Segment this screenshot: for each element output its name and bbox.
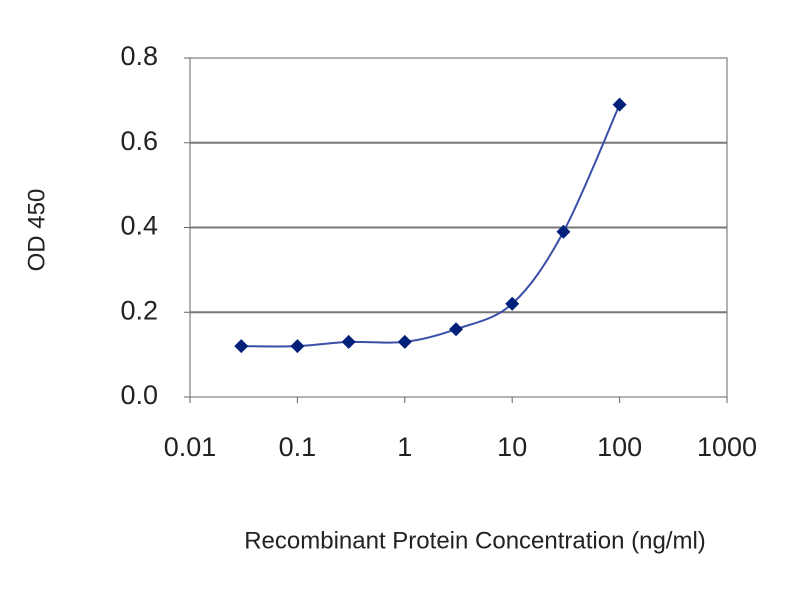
y-tick-label: 0.6: [120, 126, 158, 156]
data-point: [341, 334, 356, 349]
y-tick-label: 0.0: [120, 380, 158, 410]
y-tick-label: 0.8: [120, 41, 158, 71]
data-point: [612, 97, 627, 112]
x-tick-label: 100: [597, 432, 642, 462]
data-point: [290, 339, 305, 354]
y-tick-label: 0.4: [120, 211, 158, 241]
y-axis-title: OD 450: [23, 189, 50, 272]
data-point: [397, 334, 412, 349]
data-point: [449, 322, 464, 337]
x-tick-label: 1: [397, 432, 412, 462]
y-tick-label: 0.2: [120, 295, 158, 325]
data-point: [556, 224, 571, 239]
x-tick-label: 0.01: [164, 432, 217, 462]
x-tick-label: 1000: [697, 432, 757, 462]
x-tick-label: 10: [497, 432, 527, 462]
data-point: [505, 296, 520, 311]
x-axis-title: Recombinant Protein Concentration (ng/ml…: [244, 527, 706, 554]
data-point: [234, 339, 249, 354]
x-tick-label: 0.1: [279, 432, 317, 462]
